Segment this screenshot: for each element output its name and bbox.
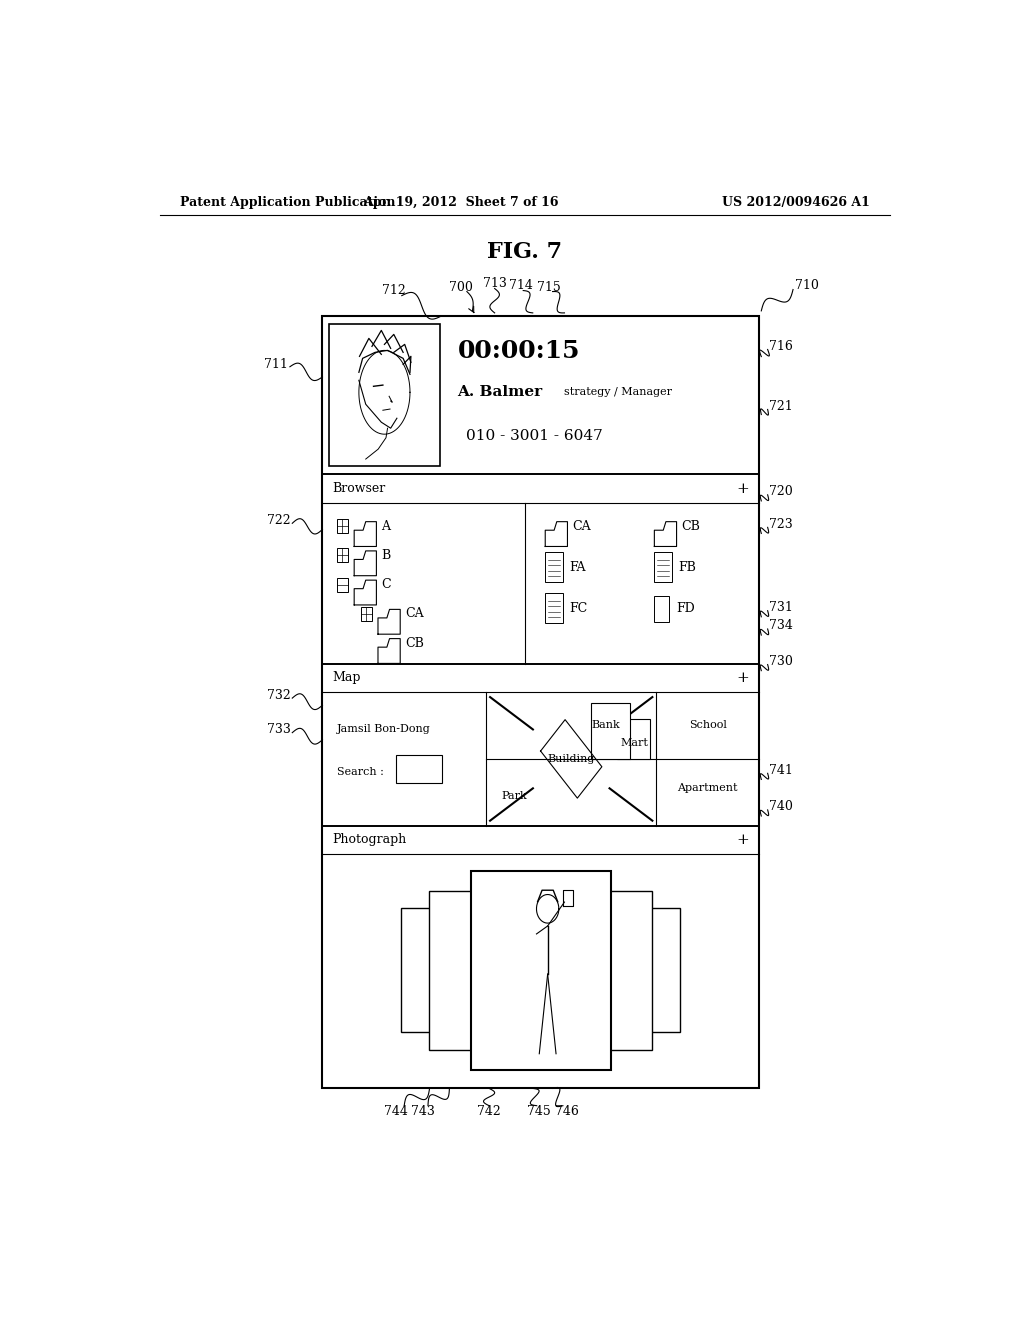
Bar xyxy=(401,908,431,1032)
Text: 723: 723 xyxy=(769,517,793,531)
Text: Browser: Browser xyxy=(332,482,385,495)
Text: Map: Map xyxy=(332,672,360,684)
Text: A: A xyxy=(381,520,390,533)
Text: 743: 743 xyxy=(412,1105,435,1118)
Bar xyxy=(360,607,372,620)
Text: 744: 744 xyxy=(384,1105,409,1118)
Text: CB: CB xyxy=(681,520,700,533)
Text: Bank: Bank xyxy=(592,721,621,730)
Bar xyxy=(471,871,610,1069)
Text: CA: CA xyxy=(404,607,424,620)
Text: School: School xyxy=(689,721,727,730)
Bar xyxy=(329,325,440,466)
Bar xyxy=(617,719,650,759)
Text: 720: 720 xyxy=(769,486,793,498)
Text: 713: 713 xyxy=(482,277,507,290)
Text: C: C xyxy=(381,578,391,591)
Text: Search :: Search : xyxy=(337,767,384,777)
Text: 732: 732 xyxy=(267,689,291,701)
Bar xyxy=(323,315,759,1089)
Text: 722: 722 xyxy=(267,513,291,527)
Text: Mart: Mart xyxy=(621,738,648,748)
Text: FIG. 7: FIG. 7 xyxy=(487,242,562,263)
Text: Apr. 19, 2012  Sheet 7 of 16: Apr. 19, 2012 Sheet 7 of 16 xyxy=(364,195,559,209)
Bar xyxy=(545,552,563,582)
Text: 010 - 3001 - 6047: 010 - 3001 - 6047 xyxy=(466,429,603,444)
Bar xyxy=(654,595,669,622)
Text: 741: 741 xyxy=(769,764,794,776)
Bar xyxy=(337,519,348,533)
Text: 714: 714 xyxy=(509,279,532,292)
Text: Photograph: Photograph xyxy=(332,833,407,846)
Text: Patent Application Publication: Patent Application Publication xyxy=(179,195,395,209)
Text: CA: CA xyxy=(572,520,591,533)
Text: 740: 740 xyxy=(769,800,794,813)
Text: FB: FB xyxy=(678,561,696,574)
Text: 00:00:15: 00:00:15 xyxy=(458,339,580,363)
Text: 711: 711 xyxy=(264,358,289,371)
Text: US 2012/0094626 A1: US 2012/0094626 A1 xyxy=(722,195,870,209)
Text: FD: FD xyxy=(676,602,694,615)
Text: Building: Building xyxy=(548,754,595,764)
Text: 733: 733 xyxy=(267,723,291,737)
Text: Jamsil Bon-Dong: Jamsil Bon-Dong xyxy=(337,725,430,734)
Text: Apartment: Apartment xyxy=(677,783,738,793)
Text: 716: 716 xyxy=(769,341,794,352)
Text: FC: FC xyxy=(569,602,588,615)
Text: 734: 734 xyxy=(769,619,794,632)
Bar xyxy=(337,548,348,562)
Text: 712: 712 xyxy=(382,284,406,297)
Text: FA: FA xyxy=(569,561,586,574)
Bar xyxy=(591,702,630,759)
Text: CB: CB xyxy=(404,636,424,649)
Bar xyxy=(545,593,563,623)
Text: strategy / Manager: strategy / Manager xyxy=(564,387,673,397)
Text: 710: 710 xyxy=(795,279,818,292)
Text: 700: 700 xyxy=(450,281,473,294)
Text: +: + xyxy=(736,482,750,495)
Text: 745: 745 xyxy=(527,1105,551,1118)
Text: +: + xyxy=(736,833,750,847)
Text: Park: Park xyxy=(502,792,527,801)
Bar xyxy=(650,908,680,1032)
Bar xyxy=(606,891,652,1049)
Bar xyxy=(429,891,475,1049)
Bar xyxy=(396,755,442,783)
Text: 730: 730 xyxy=(769,655,794,668)
Text: 746: 746 xyxy=(555,1105,579,1118)
Text: A. Balmer: A. Balmer xyxy=(458,385,543,399)
Text: 721: 721 xyxy=(769,400,793,413)
Text: B: B xyxy=(381,549,390,562)
Bar xyxy=(654,552,672,582)
Text: 731: 731 xyxy=(769,601,794,614)
Text: 742: 742 xyxy=(477,1105,501,1118)
Bar xyxy=(337,578,348,591)
Text: +: + xyxy=(736,671,750,685)
Text: 715: 715 xyxy=(537,281,560,294)
